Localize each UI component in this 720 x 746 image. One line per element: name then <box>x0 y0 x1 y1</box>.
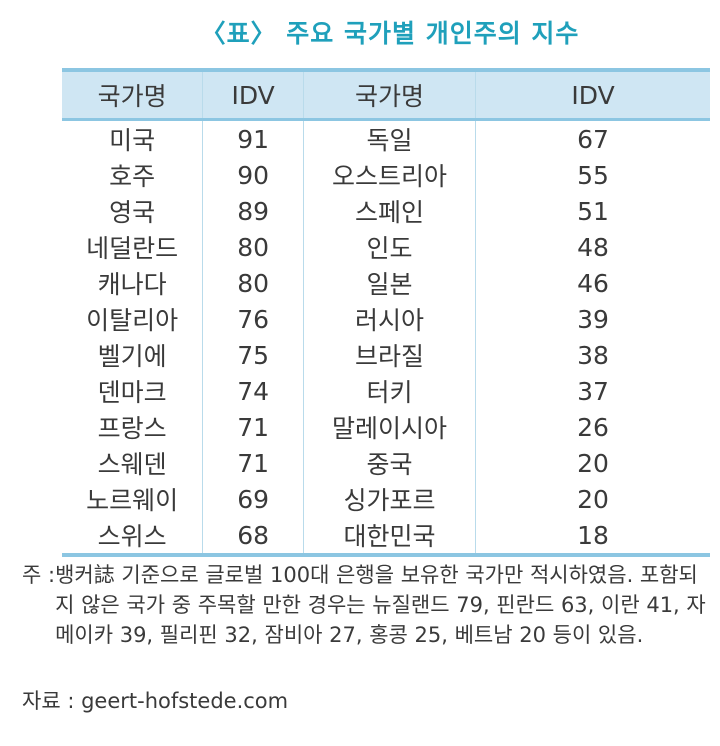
country-cell: 싱가포르 <box>302 481 476 517</box>
idv-cell: 39 <box>475 301 710 337</box>
footnote: 주 : 뱅커誌 기준으로 글로벌 100대 은행을 보유한 국가만 적시하였음.… <box>22 560 712 650</box>
country-cell: 스페인 <box>302 193 476 229</box>
idv-cell: 80 <box>202 265 304 301</box>
idv-cell: 68 <box>202 517 304 555</box>
country-cell: 중국 <box>302 445 476 481</box>
idv-cell: 20 <box>475 445 710 481</box>
idv-cell: 71 <box>202 445 304 481</box>
table-row: 호주 90 오스트리아 55 <box>62 157 710 193</box>
country-cell: 대한민국 <box>302 517 476 555</box>
footnote-text: 뱅커誌 기준으로 글로벌 100대 은행을 보유한 국가만 적시하였음. 포함되… <box>55 563 706 647</box>
country-cell: 벨기에 <box>97 342 167 371</box>
idv-cell: 91 <box>202 119 304 157</box>
table-row: 스위스 68 대한민국 18 <box>62 517 710 555</box>
idv-cell: 71 <box>202 409 304 445</box>
idv-cell: 80 <box>202 229 304 265</box>
country-cell: 호주 <box>109 162 156 191</box>
table-row: 영국 89 스페인 51 <box>62 193 710 229</box>
idv-cell: 48 <box>475 229 710 265</box>
country-cell: 캐나다 <box>97 270 167 299</box>
idv-cell: 76 <box>202 301 304 337</box>
idv-cell: 18 <box>475 517 710 555</box>
country-cell: 이탈리아 <box>86 306 179 335</box>
country-cell: 영국 <box>109 198 156 227</box>
idv-cell: 69 <box>202 481 304 517</box>
table-row: 덴마크 74 터키 37 <box>62 373 710 409</box>
country-cell: 덴마크 <box>97 378 167 407</box>
idv-cell: 74 <box>202 373 304 409</box>
table-row: 네덜란드 80 인도 48 <box>62 229 710 265</box>
idv-cell: 20 <box>475 481 710 517</box>
country-cell: 스위스 <box>97 522 167 551</box>
header-idv-1: IDV <box>202 70 304 121</box>
idv-cell: 38 <box>475 337 710 373</box>
header-country-2: 국가명 <box>302 70 476 121</box>
country-cell: 인도 <box>302 229 476 265</box>
country-cell: 터키 <box>302 373 476 409</box>
idv-cell: 89 <box>202 193 304 229</box>
idv-cell: 46 <box>475 265 710 301</box>
table-row: 프랑스 71 말레이시아 26 <box>62 409 710 445</box>
table-body: 미국 91 독일 67 호주 90 오스트리아 55 영국 89 스페인 51 네덜란드 80 인도 48 캐나… <box>62 119 710 555</box>
country-cell: 러시아 <box>302 301 476 337</box>
country-cell: 말레이시아 <box>302 409 476 445</box>
idv-cell: 37 <box>475 373 710 409</box>
table-row: 노르웨이 69 싱가포르 20 <box>62 481 710 517</box>
header-idv-2: IDV <box>475 70 710 121</box>
source-line: 자료 : geert-hofstede.com <box>22 685 288 715</box>
table-row: 벨기에 75 브라질 38 <box>62 337 710 373</box>
country-cell: 노르웨이 <box>86 486 179 515</box>
country-cell: 스웨덴 <box>97 450 167 479</box>
table-row: 캐나다 80 일본 46 <box>62 265 710 301</box>
idv-cell: 90 <box>202 157 304 193</box>
table-row: 이탈리아 76 러시아 39 <box>62 301 710 337</box>
table-title: 〈표〉 주요 국가별 개인주의 지수 <box>200 19 580 48</box>
idv-cell: 75 <box>202 337 304 373</box>
country-cell: 독일 <box>302 119 476 157</box>
source-label: 자료 : <box>22 689 82 713</box>
country-cell: 네덜란드 <box>86 234 179 263</box>
table-row: 미국 91 독일 67 <box>62 119 710 157</box>
idv-table: 국가명 IDV 국가명 IDV 미국 91 독일 67 호주 90 오스트리아 55 영국 89 스… <box>62 68 710 557</box>
footnote-label: 주 : <box>22 563 56 587</box>
country-cell: 미국 <box>109 126 156 155</box>
table-header-row: 국가명 IDV 국가명 IDV <box>62 70 710 121</box>
country-cell: 오스트리아 <box>302 157 476 193</box>
source-text: geert-hofstede.com <box>81 689 289 713</box>
idv-cell: 26 <box>475 409 710 445</box>
idv-cell: 67 <box>475 119 710 157</box>
header-country-1: 국가명 <box>62 70 203 121</box>
idv-cell: 51 <box>475 193 710 229</box>
table-row: 스웨덴 71 중국 20 <box>62 445 710 481</box>
country-cell: 브라질 <box>302 337 476 373</box>
country-cell: 프랑스 <box>97 414 167 443</box>
country-cell: 일본 <box>302 265 476 301</box>
idv-cell: 55 <box>475 157 710 193</box>
